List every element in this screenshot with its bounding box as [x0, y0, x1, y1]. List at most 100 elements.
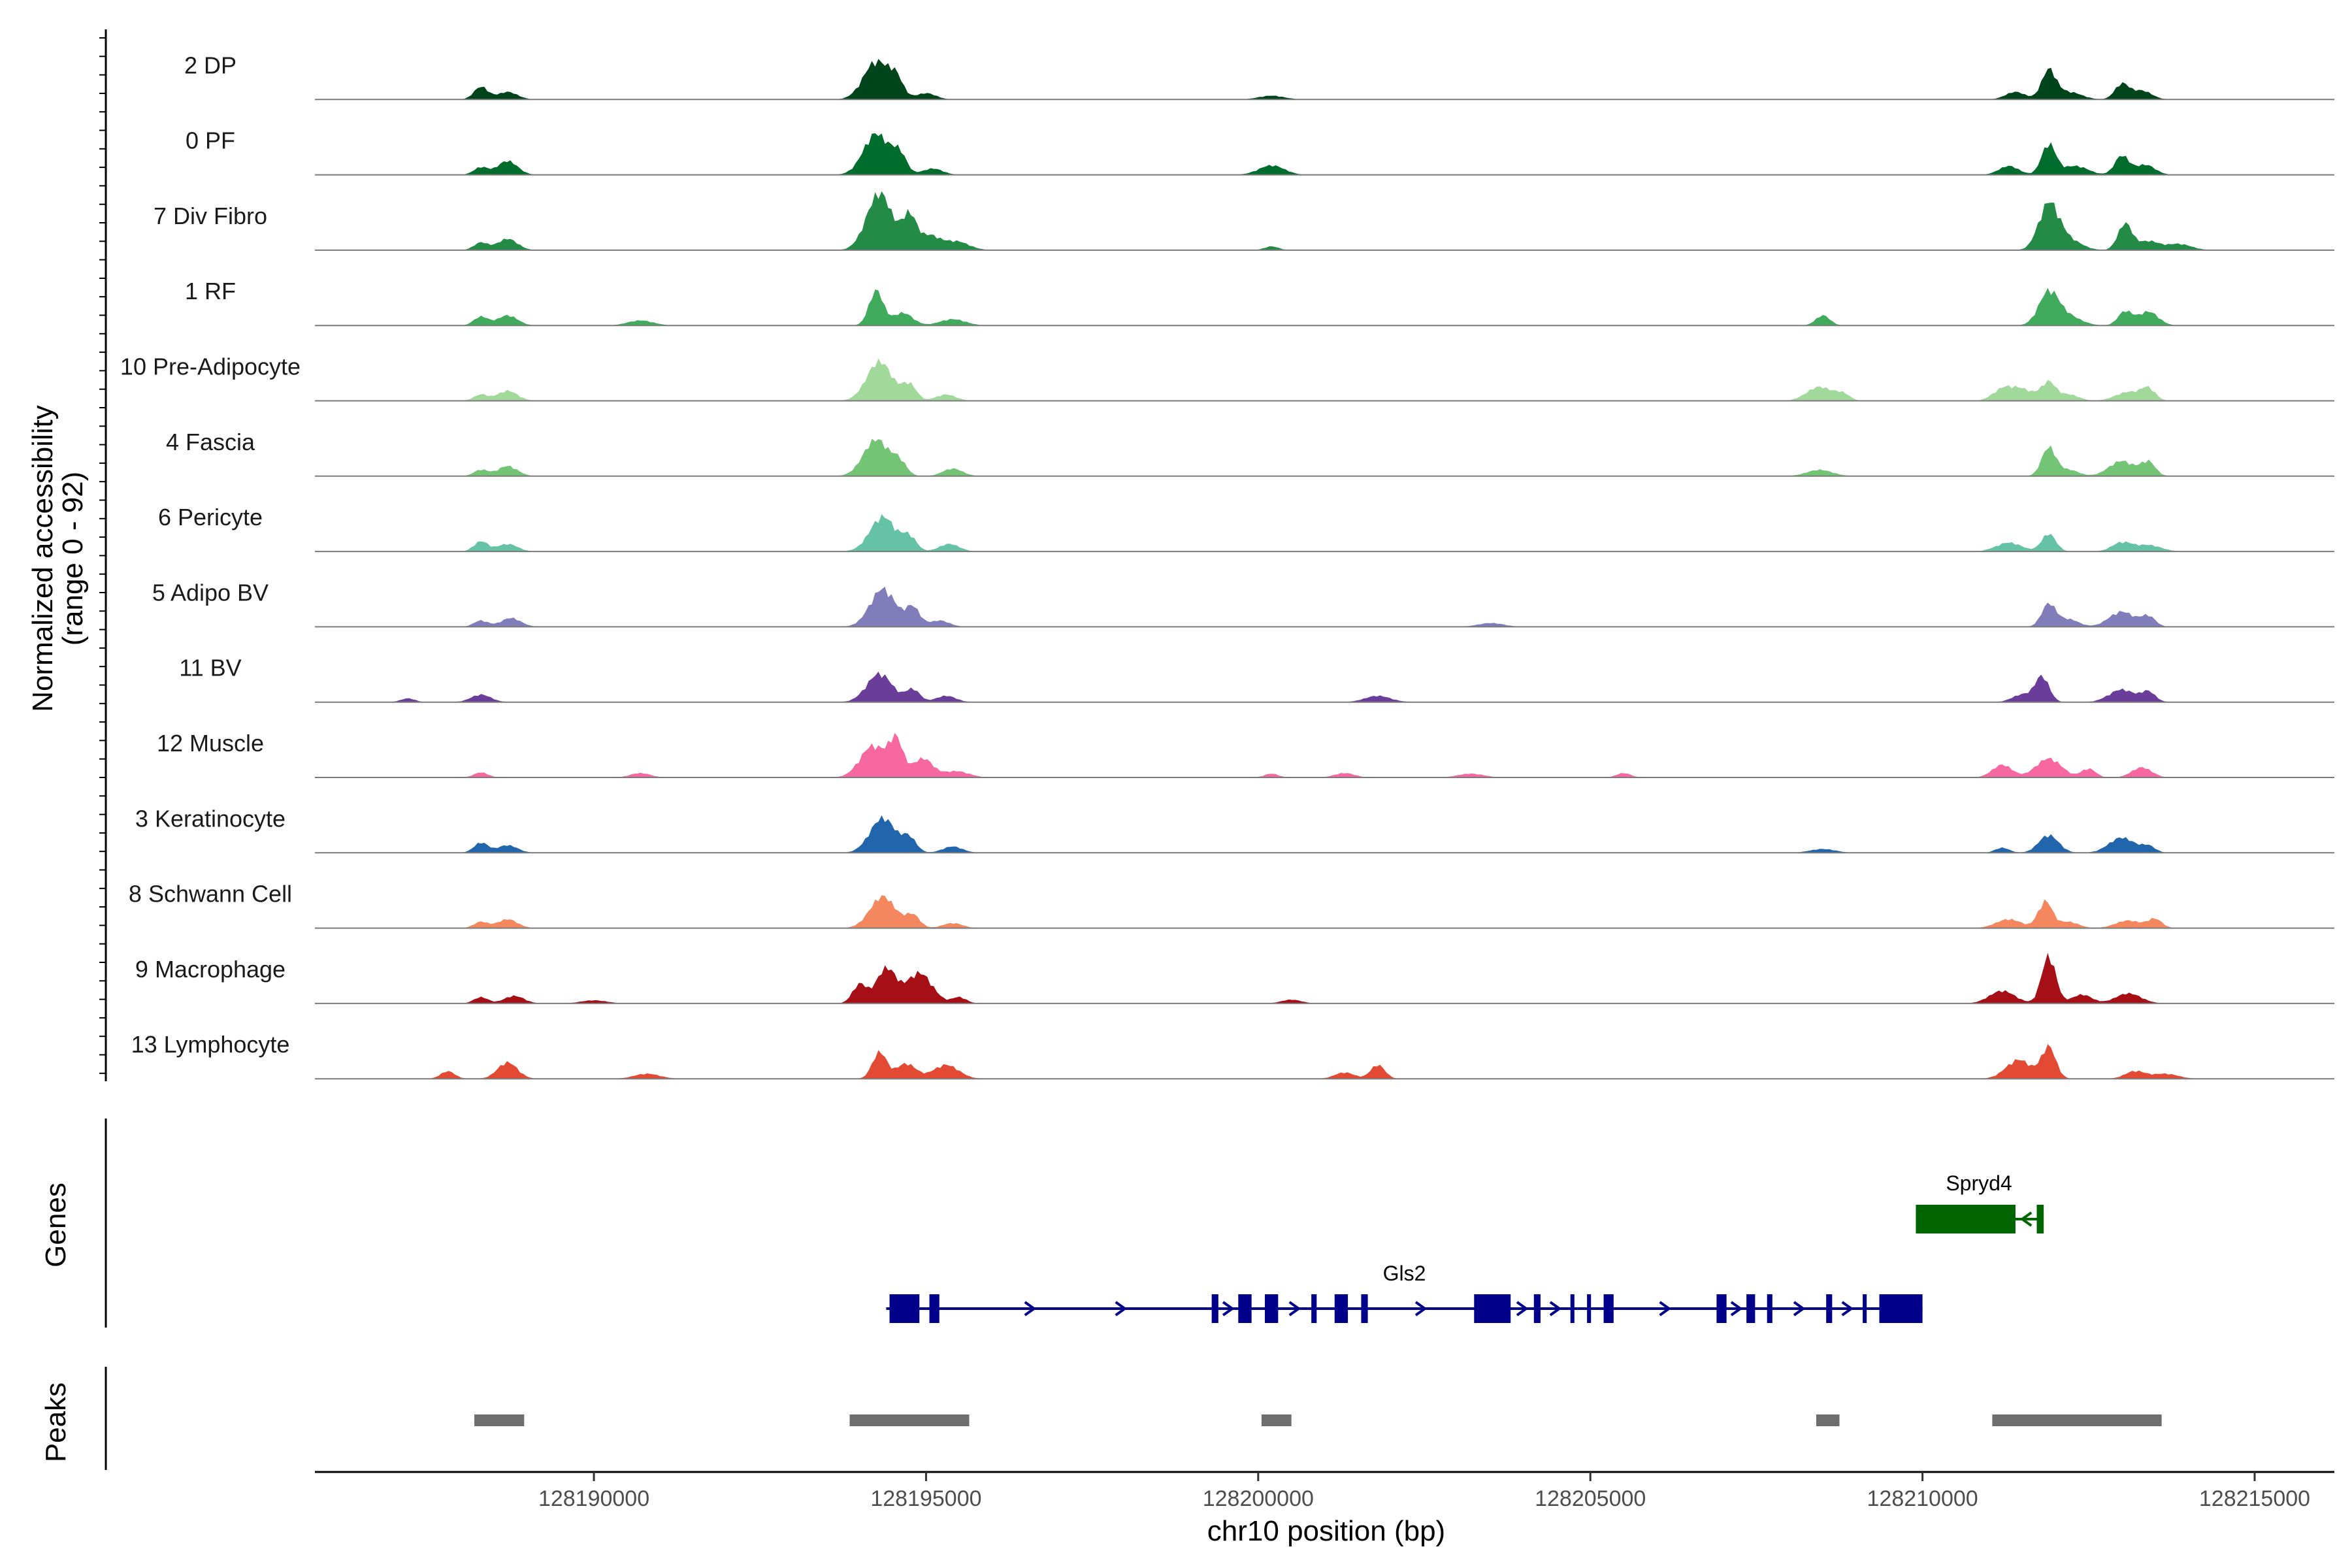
x-tick-label: 128190000	[538, 1486, 649, 1511]
coverage-area	[315, 732, 2334, 777]
coverage-area	[315, 672, 2334, 702]
track-7: 5 Adipo BV	[152, 579, 2334, 628]
exon	[1916, 1205, 2016, 1233]
exon	[1826, 1294, 1833, 1323]
exon	[1238, 1294, 1252, 1323]
exon	[1361, 1294, 1368, 1323]
exon	[1587, 1294, 1592, 1323]
exon	[929, 1294, 939, 1323]
track-12: 9 Macrophage	[135, 953, 2334, 1004]
strand-arrow	[1288, 1301, 1301, 1316]
x-tick-label: 128200000	[1203, 1486, 1314, 1511]
track-label: 11 BV	[179, 655, 241, 681]
peaks-ylabel: Peaks	[40, 1382, 72, 1462]
gene-1: Gls2	[886, 1262, 1923, 1323]
exon	[1603, 1294, 1614, 1323]
strand-arrow	[1115, 1301, 1128, 1316]
exon	[1334, 1294, 1348, 1323]
peaks-panel	[105, 1367, 2162, 1470]
coverage-area	[315, 59, 2334, 100]
coverage-area	[315, 953, 2334, 1004]
track-0: 2 DP	[184, 52, 2334, 101]
genes-ylabel: Genes	[40, 1183, 72, 1267]
gene-label: Gls2	[1383, 1262, 1426, 1285]
exon	[1879, 1294, 1923, 1323]
track-8: 11 BV	[179, 655, 2334, 703]
exon	[1570, 1294, 1575, 1323]
x-tick-label: 128205000	[1535, 1486, 1646, 1511]
track-label: 7 Div Fibro	[154, 203, 267, 229]
strand-arrow	[1222, 1301, 1235, 1316]
track-label: 10 Pre-Adipocyte	[120, 353, 301, 380]
exon	[1716, 1294, 1727, 1323]
gene-0: Spryd4	[1916, 1171, 2044, 1233]
peak-bar	[1261, 1414, 1292, 1426]
coverage-area	[315, 815, 2334, 853]
track-label: 3 Keratinocyte	[135, 805, 286, 832]
exon	[1746, 1294, 1756, 1323]
track-label: 12 Muscle	[157, 730, 264, 757]
coverage-area	[315, 191, 2334, 250]
track-2: 7 Div Fibro	[154, 191, 2334, 251]
coverage-area	[315, 287, 2334, 326]
peak-bar	[1816, 1414, 1840, 1426]
coverage-area	[315, 1044, 2334, 1079]
coverage-area	[315, 358, 2334, 401]
exon	[2036, 1205, 2042, 1233]
track-label: 4 Fascia	[166, 429, 255, 455]
genes-panel: Spryd4 Gls2	[105, 1119, 2044, 1328]
exon	[1311, 1294, 1317, 1323]
exon	[1474, 1294, 1511, 1323]
x-tick-label: 128195000	[870, 1486, 981, 1511]
strand-arrow	[1730, 1301, 1743, 1316]
coverage-panel: 2 DP 0 PF 7 Div Fibro 1 RF 10 Pre-Adipocyte 4…	[99, 29, 2334, 1081]
strand-arrow	[1414, 1301, 1428, 1316]
coverage-area	[315, 514, 2334, 552]
x-tick-label: 128215000	[2199, 1486, 2310, 1511]
track-10: 3 Keratinocyte	[135, 805, 2334, 854]
coverage-ylabel-line2: (range 0 - 92)	[57, 472, 89, 646]
coverage-area	[315, 133, 2334, 175]
track-11: 8 Schwann Cell	[129, 881, 2334, 929]
exon	[889, 1294, 920, 1323]
strand-arrow	[1024, 1301, 1037, 1316]
track-9: 12 Muscle	[157, 730, 2334, 778]
track-label: 8 Schwann Cell	[129, 881, 292, 907]
x-axis-title: chr10 position (bp)	[1207, 1515, 1445, 1547]
track-label: 9 Macrophage	[135, 956, 286, 983]
exon	[1211, 1294, 1218, 1323]
exon	[1767, 1294, 1772, 1323]
track-3: 1 RF	[185, 278, 2334, 327]
track-label: 1 RF	[185, 278, 236, 304]
coverage-ylabel-line1: Normalized accessibility	[27, 405, 59, 711]
exon	[1264, 1294, 1279, 1323]
track-label: 2 DP	[184, 52, 237, 78]
coverage-area	[315, 438, 2334, 476]
track-4: 10 Pre-Adipocyte	[120, 353, 2334, 402]
track-label: 13 Lymphocyte	[131, 1031, 290, 1058]
track-5: 4 Fascia	[166, 429, 2334, 477]
coverage-area	[315, 895, 2334, 928]
coverage-area	[315, 586, 2334, 627]
track-label: 0 PF	[186, 127, 235, 154]
x-tick-label: 128210000	[1867, 1486, 1978, 1511]
track-6: 6 Pericyte	[158, 504, 2334, 553]
strand-arrow	[1516, 1301, 1529, 1316]
peak-bar	[849, 1414, 970, 1426]
strand-arrow	[1549, 1301, 1562, 1316]
strand-arrow	[1841, 1301, 1854, 1316]
strand-arrow	[1659, 1301, 1672, 1316]
exon	[1863, 1294, 1867, 1323]
gene-label: Spryd4	[1946, 1171, 2012, 1195]
exon	[1533, 1294, 1541, 1323]
peak-bar	[1992, 1414, 2162, 1426]
peak-bar	[474, 1414, 525, 1426]
track-1: 0 PF	[186, 127, 2334, 176]
strand-arrow	[2019, 1211, 2033, 1227]
track-13: 13 Lymphocyte	[131, 1031, 2334, 1080]
x-axis: 128190000 128195000 128200000 128205000 1282…	[315, 1471, 2334, 1511]
track-label: 6 Pericyte	[158, 504, 263, 531]
track-label: 5 Adipo BV	[152, 579, 269, 606]
strand-arrow	[1793, 1301, 1806, 1316]
